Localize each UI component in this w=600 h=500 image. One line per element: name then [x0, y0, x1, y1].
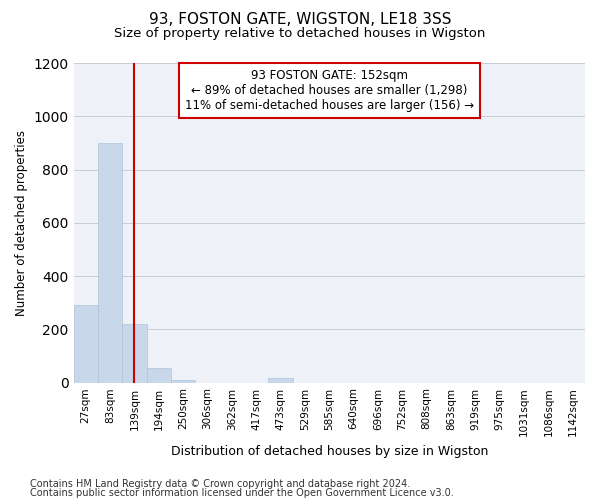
X-axis label: Distribution of detached houses by size in Wigston: Distribution of detached houses by size … [170, 444, 488, 458]
Text: Contains HM Land Registry data © Crown copyright and database right 2024.: Contains HM Land Registry data © Crown c… [30, 479, 410, 489]
Bar [171, 380, 196, 382]
Text: 93, FOSTON GATE, WIGSTON, LE18 3SS: 93, FOSTON GATE, WIGSTON, LE18 3SS [149, 12, 451, 28]
Bar [146, 368, 171, 382]
Bar [122, 324, 146, 382]
Bar [74, 306, 98, 382]
Text: Contains public sector information licensed under the Open Government Licence v3: Contains public sector information licen… [30, 488, 454, 498]
Text: 93 FOSTON GATE: 152sqm
← 89% of detached houses are smaller (1,298)
11% of semi-: 93 FOSTON GATE: 152sqm ← 89% of detached… [185, 70, 474, 112]
Y-axis label: Number of detached properties: Number of detached properties [15, 130, 28, 316]
Text: Size of property relative to detached houses in Wigston: Size of property relative to detached ho… [115, 28, 485, 40]
Bar [268, 378, 293, 382]
Bar [98, 143, 122, 382]
